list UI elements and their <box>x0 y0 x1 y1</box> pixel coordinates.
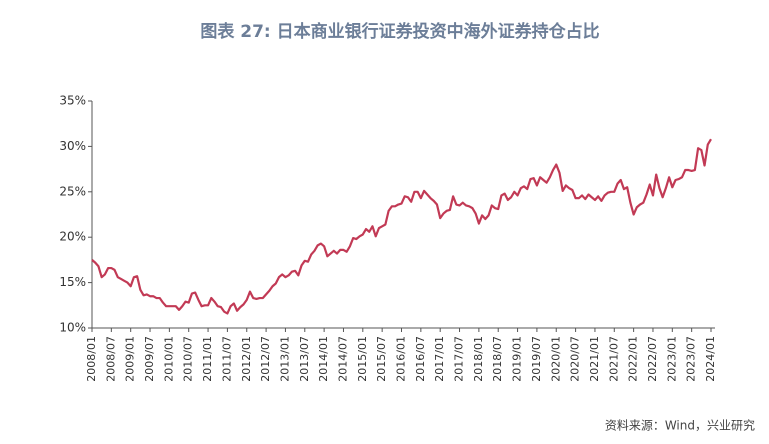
x-tick-label: 2015/01 <box>356 336 369 382</box>
x-tick-label: 2020/07 <box>569 336 582 382</box>
x-tick-label: 2012/01 <box>240 336 253 382</box>
y-tick-label: 15% <box>59 275 86 289</box>
x-tick-label: 2008/01 <box>85 336 98 382</box>
x-tick-label: 2009/01 <box>124 336 137 382</box>
x-tick-label: 2013/01 <box>278 336 291 382</box>
x-tick-label: 2021/07 <box>607 336 620 382</box>
x-tick-label: 2008/07 <box>104 336 117 382</box>
x-tick-label: 2022/07 <box>646 336 659 382</box>
source-note: 资料来源：Wind，兴业研究 <box>605 418 755 433</box>
x-tick-label: 2014/07 <box>336 336 349 382</box>
x-tick-label: 2017/01 <box>433 336 446 382</box>
data-line <box>91 138 712 315</box>
x-tick-label: 2020/01 <box>549 336 562 382</box>
x-tick-label: 2017/07 <box>453 336 466 382</box>
x-tick-label: 2023/07 <box>685 336 698 382</box>
x-tick-label: 2023/01 <box>665 336 678 382</box>
x-tick-label: 2013/07 <box>298 336 311 382</box>
x-tick-label: 2011/01 <box>201 336 214 382</box>
y-tick-label: 30% <box>59 139 86 153</box>
x-tick-label: 2021/01 <box>588 336 601 382</box>
x-tick-label: 2009/07 <box>143 336 156 382</box>
x-tick-label: 2018/01 <box>472 336 485 382</box>
y-tick-label: 20% <box>59 230 86 244</box>
x-tick-label: 2018/07 <box>491 336 504 382</box>
y-tick-label: 35% <box>59 94 86 108</box>
chart-title: 图表 27: 日本商业银行证券投资中海外证券持仓占比 <box>200 21 599 42</box>
y-tick-label: 10% <box>59 321 86 335</box>
x-tick-label: 2010/01 <box>162 336 175 382</box>
x-tick-label: 2010/07 <box>182 336 195 382</box>
x-tick-label: 2015/07 <box>375 336 388 382</box>
x-tick-label: 2019/01 <box>511 336 524 382</box>
x-tick-label: 2016/01 <box>395 336 408 382</box>
y-tick-label: 25% <box>59 184 86 198</box>
x-tick-label: 2012/07 <box>259 336 272 382</box>
x-tick-label: 2022/01 <box>627 336 640 382</box>
x-tick-label: 2024/01 <box>704 336 717 382</box>
x-tick-label: 2019/07 <box>530 336 543 382</box>
x-tick-label: 2011/07 <box>220 336 233 382</box>
x-tick-label: 2014/01 <box>317 336 330 382</box>
x-tick-label: 2016/07 <box>414 336 427 382</box>
